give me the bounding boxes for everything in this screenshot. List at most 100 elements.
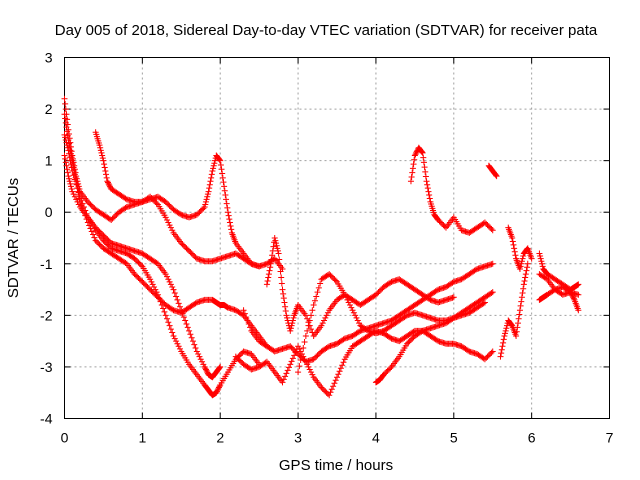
data-point <box>498 350 505 357</box>
data-point <box>195 351 202 358</box>
data-point <box>280 290 287 297</box>
series-track-p <box>536 283 582 314</box>
data-point <box>64 142 71 149</box>
data-point <box>62 137 69 144</box>
data-point <box>66 150 73 157</box>
data-point <box>162 271 169 278</box>
data-point <box>287 325 294 332</box>
data-point <box>319 385 326 392</box>
series-track-m <box>497 260 531 360</box>
data-point <box>356 328 363 335</box>
data-point <box>344 296 351 303</box>
data-point <box>518 258 525 265</box>
data-point <box>330 274 337 281</box>
data-point <box>71 193 78 200</box>
data-point <box>64 144 71 151</box>
data-point <box>156 295 163 302</box>
data-point <box>62 106 69 113</box>
data-point <box>132 272 139 279</box>
data-point <box>313 353 320 360</box>
data-point <box>167 204 174 211</box>
data-point <box>186 247 193 254</box>
series-track-k <box>407 144 496 236</box>
data-point <box>437 219 444 226</box>
data-point <box>192 345 199 352</box>
data-point <box>376 287 383 294</box>
data-point <box>304 327 311 334</box>
series-track-j <box>372 289 496 386</box>
data-point <box>405 339 412 346</box>
data-point <box>202 365 209 372</box>
x-tick-label: 5 <box>450 430 458 446</box>
data-point <box>96 241 103 248</box>
data-point <box>180 242 187 249</box>
data-point <box>64 169 71 176</box>
data-point <box>481 219 488 226</box>
data-point <box>135 259 142 266</box>
data-point <box>203 196 210 203</box>
series-track-e <box>92 129 263 270</box>
data-point <box>518 260 525 267</box>
data-point <box>164 315 171 322</box>
data-point <box>487 351 494 358</box>
data-point <box>296 363 303 370</box>
data-point <box>275 250 282 257</box>
data-point <box>426 192 433 199</box>
data-point <box>483 220 490 227</box>
data-point <box>500 336 507 343</box>
data-point <box>191 341 198 348</box>
data-point <box>176 210 183 217</box>
data-point <box>216 156 223 163</box>
data-point <box>66 175 73 182</box>
data-point <box>488 290 495 297</box>
data-point <box>435 216 442 223</box>
data-point <box>122 259 129 266</box>
data-point <box>353 314 360 321</box>
data-point <box>67 161 74 168</box>
data-point <box>193 211 200 218</box>
data-point <box>518 298 525 305</box>
data-point <box>335 371 342 378</box>
data-point <box>274 245 281 252</box>
data-point <box>487 224 494 231</box>
data-point <box>538 258 545 265</box>
data-point <box>103 240 110 247</box>
data-point <box>104 178 111 185</box>
data-point <box>165 201 172 208</box>
data-point <box>291 347 298 354</box>
data-point <box>65 147 72 154</box>
data-point <box>409 169 416 176</box>
y-tick-label: 2 <box>45 101 53 117</box>
data-point <box>210 165 217 172</box>
data-point <box>510 241 517 248</box>
data-point <box>164 273 171 280</box>
data-point <box>97 229 104 236</box>
data-point <box>292 348 299 355</box>
data-point <box>217 161 224 168</box>
data-point <box>374 290 381 297</box>
data-point <box>199 206 206 213</box>
data-point <box>422 173 429 180</box>
data-point <box>61 152 68 159</box>
data-point <box>200 205 207 212</box>
series-track-h <box>263 235 457 339</box>
data-point <box>186 327 193 334</box>
data-point <box>97 147 104 154</box>
data-point <box>324 309 331 316</box>
data-point <box>203 367 210 374</box>
data-point <box>66 178 73 185</box>
data-point <box>90 204 97 211</box>
data-point <box>410 328 417 335</box>
data-point <box>423 178 430 185</box>
data-point <box>539 260 546 267</box>
data-point <box>166 322 173 329</box>
data-point <box>184 246 191 253</box>
series-track-q <box>536 271 582 298</box>
data-point <box>528 255 535 262</box>
data-point <box>264 277 271 284</box>
series-track-c <box>61 131 263 399</box>
data-point <box>509 235 516 241</box>
y-tick-label: 1 <box>45 153 53 169</box>
data-point <box>517 263 524 270</box>
data-point <box>100 232 107 239</box>
